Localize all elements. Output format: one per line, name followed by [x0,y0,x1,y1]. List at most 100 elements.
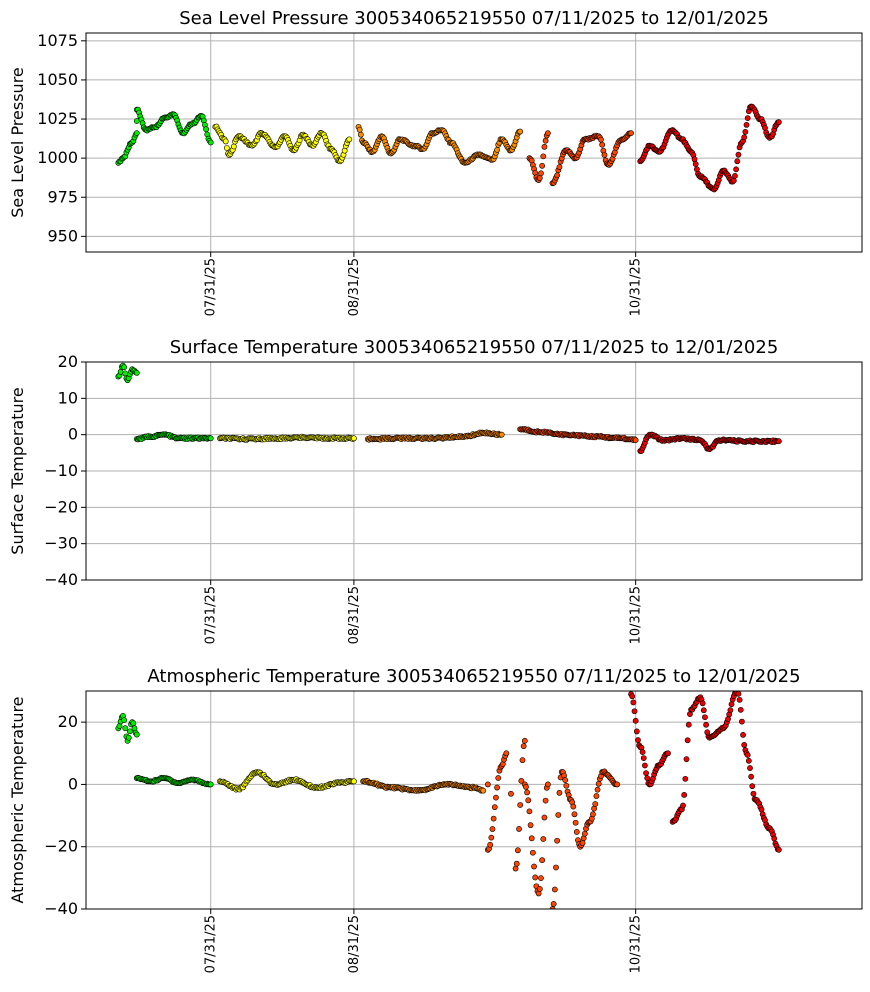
data-point [542,797,549,804]
data-point [517,128,524,135]
data-point [748,773,755,780]
data-point [630,699,637,706]
data-point [556,164,563,170]
data-point [207,435,214,442]
data-point [121,364,128,371]
y-tick-label: 1000 [37,148,78,167]
data-point [494,146,500,153]
data-point [684,737,691,744]
series-green [115,362,214,443]
data-point [743,121,750,128]
data-point [532,874,539,881]
data-point [356,126,363,133]
data-point [550,901,557,907]
y-tick-label: −20 [44,497,78,516]
data-point [629,693,636,700]
x-tick-label: 07/31/25 [204,915,219,973]
plot-frame [85,32,863,253]
data-point [594,786,601,793]
data-point [642,762,648,769]
data-point [351,435,357,442]
data-point [633,728,640,735]
data-point [730,177,737,184]
data-point [592,801,599,807]
data-point [527,822,534,829]
data-point [351,778,357,785]
data-point [736,696,743,703]
x-tick-label: 10/31/25 [629,258,644,316]
data-point [529,849,536,856]
data-point [683,756,690,763]
data-point [639,749,646,755]
x-tick-label: 10/31/25 [629,915,644,973]
data-point [341,147,348,154]
data-point [635,737,641,743]
data-point [702,714,708,721]
data-point [700,707,707,714]
series-yellow [217,769,357,793]
data-point [563,782,570,789]
data-point [545,130,551,137]
data-point [133,130,140,137]
data-point [133,369,140,376]
data-point [632,717,639,724]
data-point [601,152,608,158]
data-point [545,781,551,788]
data-point [520,743,527,750]
y-tick-label: 0 [68,774,78,793]
data-point [747,765,753,771]
subplot-3: −40 −20 0 20 07/31/25 08/31/25 10/31/25 Atmosph… [8,666,863,973]
data-point [682,775,689,782]
data-point [540,153,547,160]
series-red [637,431,782,454]
data-point [541,814,548,821]
data-points [115,362,782,454]
data-point [742,128,749,135]
y-axis-label: Surface Temperature [8,387,27,554]
data-point [749,783,756,790]
y-tick-label: 20 [58,352,78,371]
data-point [571,811,578,818]
data-point [203,126,209,133]
data-point [579,840,586,846]
data-point [628,130,634,137]
data-point [744,752,751,758]
series-red [628,691,782,853]
data-point [598,136,604,143]
data-point [554,837,561,844]
data-point [570,803,577,810]
data-point [531,863,537,870]
data-point [518,777,525,784]
y-tick-label: 975 [47,187,78,206]
y-tick-label: 1075 [37,31,78,50]
y-tick-label: −40 [44,899,78,918]
data-point [514,847,521,854]
data-point [735,151,742,158]
data-point [553,864,559,871]
data-point [735,691,742,697]
data-point [644,775,651,782]
y-tick-label: −20 [44,837,78,856]
data-point [727,707,734,714]
series-green [115,106,214,166]
data-point [699,700,706,707]
chart-title: Surface Temperature 300534065219550 07/1… [170,337,779,358]
data-point [490,815,497,822]
data-point [573,829,580,835]
data-point [346,136,353,143]
data-point [536,886,543,892]
series-orange [364,429,505,443]
data-point [121,717,128,724]
data-point [665,750,671,757]
data-point [680,802,686,809]
subplot-1: 950 975 1000 1025 1050 1075 07/31/25 08/31/25 10… [8,8,863,316]
y-tick-label: 1050 [37,70,78,89]
data-point [512,865,519,872]
plot-frame [85,690,863,910]
data-point [775,119,782,126]
x-tick-label: 07/31/25 [204,258,219,316]
data-point [728,701,735,708]
x-tick-label: 08/31/25 [347,586,362,644]
data-points [115,691,782,909]
data-point [521,737,528,744]
